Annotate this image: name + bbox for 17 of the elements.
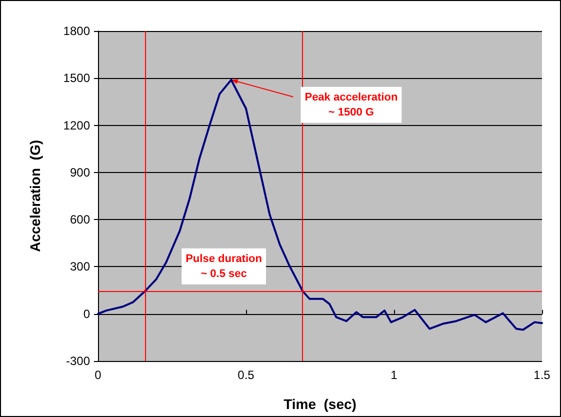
x-tick-label: 1 xyxy=(390,368,398,382)
x-tick-label: 1.5 xyxy=(534,368,551,382)
y-tick-label: 600 xyxy=(70,212,90,227)
y-tick-label: 1500 xyxy=(63,71,90,86)
x-tick-label: 0 xyxy=(94,368,102,382)
y-axis-title: Acceleration (G) xyxy=(27,140,43,252)
y-tick-label: 0 xyxy=(83,306,90,321)
y-tick-label: 300 xyxy=(70,260,90,274)
y-tick-label: 1200 xyxy=(63,118,90,132)
x-axis-title: Time (sec) xyxy=(284,396,356,412)
annotation: Pulse duration ~ 0.5 sec xyxy=(186,252,262,280)
y-tick-label: 1800 xyxy=(63,24,90,38)
y-tick-label: 900 xyxy=(70,165,90,180)
x-tick-label: 0.5 xyxy=(238,368,255,382)
y-tick-label: -300 xyxy=(66,354,90,368)
line-series xyxy=(97,78,543,331)
annotation: Peak acceleration ~ 1500 G xyxy=(304,91,398,118)
